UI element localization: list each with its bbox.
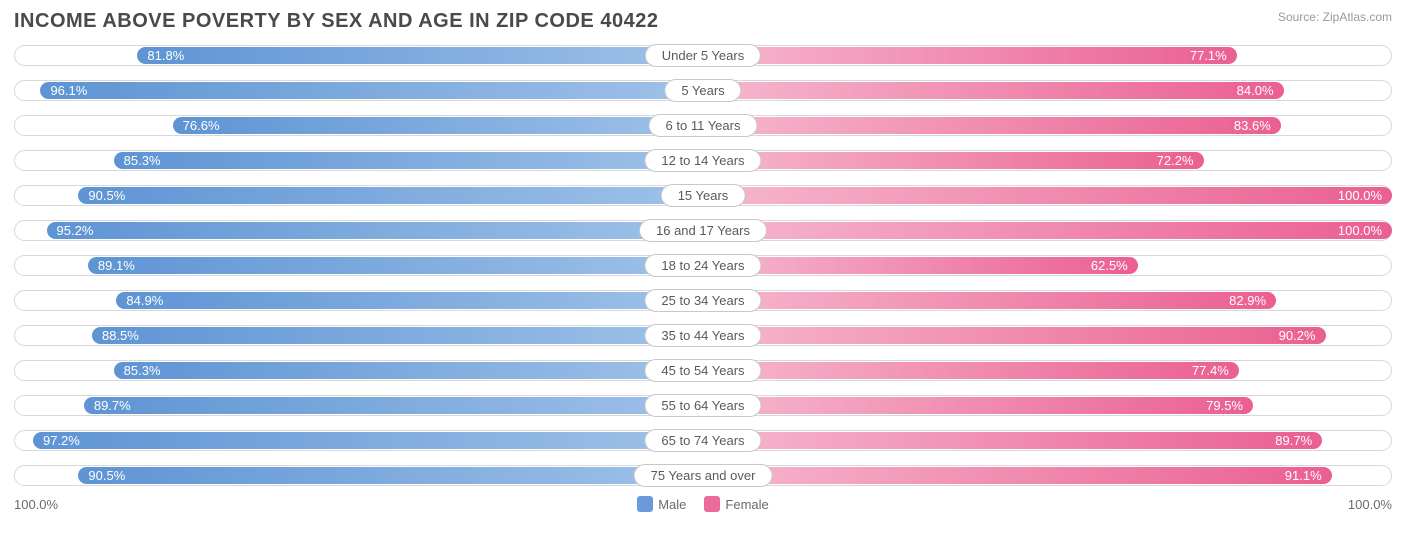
bar-male: 89.1%	[88, 257, 692, 274]
bar-male-value: 90.5%	[88, 468, 125, 483]
bar-female: 79.5%	[714, 397, 1253, 414]
chart-row: 89.1% 62.5% 18 to 24 Years	[14, 249, 1392, 282]
bar-female: 100.0%	[714, 222, 1392, 239]
bar-male-value: 89.1%	[98, 258, 135, 273]
bar-female-value: 79.5%	[1206, 398, 1243, 413]
category-label: Under 5 Years	[645, 44, 761, 67]
bar-male: 95.2%	[47, 222, 692, 239]
bar-female: 90.2%	[714, 327, 1326, 344]
bar-male: 90.5%	[78, 187, 692, 204]
axis-right-end: 100.0%	[1348, 497, 1392, 512]
category-label: 12 to 14 Years	[644, 149, 761, 172]
bar-female-value: 84.0%	[1237, 83, 1274, 98]
bar-female-value: 83.6%	[1234, 118, 1271, 133]
chart-row: 90.5% 100.0% 15 Years	[14, 179, 1392, 212]
axis-left-end: 100.0%	[14, 497, 58, 512]
category-label: 55 to 64 Years	[644, 394, 761, 417]
bar-female-value: 90.2%	[1279, 328, 1316, 343]
bar-female: 89.7%	[714, 432, 1322, 449]
bar-female: 62.5%	[714, 257, 1138, 274]
bar-female: 91.1%	[714, 467, 1332, 484]
bar-female: 77.1%	[714, 47, 1237, 64]
bar-male: 76.6%	[173, 117, 692, 134]
bar-male-value: 90.5%	[88, 188, 125, 203]
bar-male-value: 96.1%	[50, 83, 87, 98]
bar-male-value: 89.7%	[94, 398, 131, 413]
bar-male: 84.9%	[116, 292, 692, 309]
category-label: 16 and 17 Years	[639, 219, 767, 242]
chart-row: 95.2% 100.0% 16 and 17 Years	[14, 214, 1392, 247]
bar-female-value: 91.1%	[1285, 468, 1322, 483]
bar-female: 84.0%	[714, 82, 1284, 99]
legend-female: Female	[704, 496, 768, 512]
swatch-male-icon	[637, 496, 653, 512]
bar-male: 97.2%	[33, 432, 692, 449]
category-label: 45 to 54 Years	[644, 359, 761, 382]
chart-title: INCOME ABOVE POVERTY BY SEX AND AGE IN Z…	[14, 10, 658, 33]
diverging-bar-chart: 81.8% 77.1% Under 5 Years 96.1% 84.0% 5 Years…	[14, 39, 1392, 492]
legend-female-label: Female	[725, 497, 768, 512]
chart-footer: 100.0% Male Female 100.0%	[14, 496, 1392, 512]
category-label: 5 Years	[664, 79, 741, 102]
bar-female-value: 72.2%	[1157, 153, 1194, 168]
chart-row: 88.5% 90.2% 35 to 44 Years	[14, 319, 1392, 352]
bar-female-value: 100.0%	[1338, 223, 1382, 238]
bar-male-value: 95.2%	[57, 223, 94, 238]
bar-male-value: 88.5%	[102, 328, 139, 343]
bar-male-value: 84.9%	[126, 293, 163, 308]
chart-row: 76.6% 83.6% 6 to 11 Years	[14, 109, 1392, 142]
chart-row: 85.3% 72.2% 12 to 14 Years	[14, 144, 1392, 177]
category-label: 25 to 34 Years	[644, 289, 761, 312]
bar-female-value: 77.4%	[1192, 363, 1229, 378]
category-label: 35 to 44 Years	[644, 324, 761, 347]
bar-male-value: 85.3%	[124, 153, 161, 168]
chart-row: 84.9% 82.9% 25 to 34 Years	[14, 284, 1392, 317]
source-attribution: Source: ZipAtlas.com	[1278, 10, 1392, 24]
category-label: 6 to 11 Years	[649, 114, 758, 137]
bar-female: 77.4%	[714, 362, 1239, 379]
bar-male: 96.1%	[40, 82, 692, 99]
category-label: 18 to 24 Years	[644, 254, 761, 277]
bar-female: 83.6%	[714, 117, 1281, 134]
legend-male: Male	[637, 496, 686, 512]
bar-female: 82.9%	[714, 292, 1276, 309]
bar-male-value: 85.3%	[124, 363, 161, 378]
bar-male-value: 76.6%	[183, 118, 220, 133]
legend: Male Female	[637, 496, 769, 512]
chart-row: 85.3% 77.4% 45 to 54 Years	[14, 354, 1392, 387]
bar-male: 90.5%	[78, 467, 692, 484]
category-label: 65 to 74 Years	[644, 429, 761, 452]
bar-female-value: 100.0%	[1338, 188, 1382, 203]
bar-male: 89.7%	[84, 397, 692, 414]
bar-female: 100.0%	[714, 187, 1392, 204]
header: INCOME ABOVE POVERTY BY SEX AND AGE IN Z…	[14, 10, 1392, 33]
bar-female-value: 89.7%	[1275, 433, 1312, 448]
chart-row: 89.7% 79.5% 55 to 64 Years	[14, 389, 1392, 422]
bar-female: 72.2%	[714, 152, 1204, 169]
bar-female-value: 77.1%	[1190, 48, 1227, 63]
chart-row: 96.1% 84.0% 5 Years	[14, 74, 1392, 107]
category-label: 15 Years	[661, 184, 746, 207]
swatch-female-icon	[704, 496, 720, 512]
legend-male-label: Male	[658, 497, 686, 512]
chart-container: INCOME ABOVE POVERTY BY SEX AND AGE IN Z…	[0, 0, 1406, 559]
bar-male: 88.5%	[92, 327, 692, 344]
chart-row: 81.8% 77.1% Under 5 Years	[14, 39, 1392, 72]
bar-male: 85.3%	[114, 362, 692, 379]
bar-male: 81.8%	[137, 47, 692, 64]
category-label: 75 Years and over	[634, 464, 773, 487]
bar-female-value: 82.9%	[1229, 293, 1266, 308]
bar-male: 85.3%	[114, 152, 692, 169]
chart-row: 90.5% 91.1% 75 Years and over	[14, 459, 1392, 492]
chart-row: 97.2% 89.7% 65 to 74 Years	[14, 424, 1392, 457]
bar-male-value: 81.8%	[147, 48, 184, 63]
bar-female-value: 62.5%	[1091, 258, 1128, 273]
bar-male-value: 97.2%	[43, 433, 80, 448]
